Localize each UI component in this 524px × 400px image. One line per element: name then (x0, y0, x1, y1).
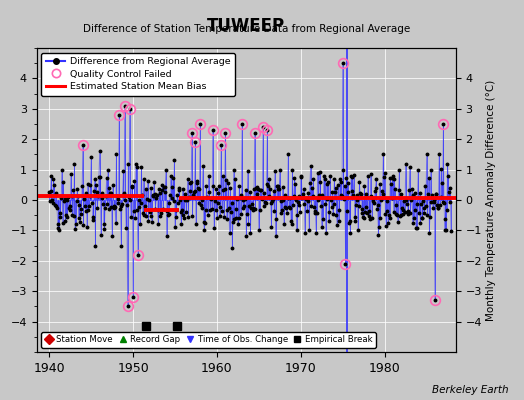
Title: TUWEEP: TUWEEP (207, 17, 286, 35)
Y-axis label: Monthly Temperature Anomaly Difference (°C): Monthly Temperature Anomaly Difference (… (486, 79, 496, 321)
Legend: Station Move, Record Gap, Time of Obs. Change, Empirical Break: Station Move, Record Gap, Time of Obs. C… (41, 332, 376, 348)
Text: Berkeley Earth: Berkeley Earth (432, 385, 508, 395)
Text: Difference of Station Temperature Data from Regional Average: Difference of Station Temperature Data f… (83, 24, 410, 34)
